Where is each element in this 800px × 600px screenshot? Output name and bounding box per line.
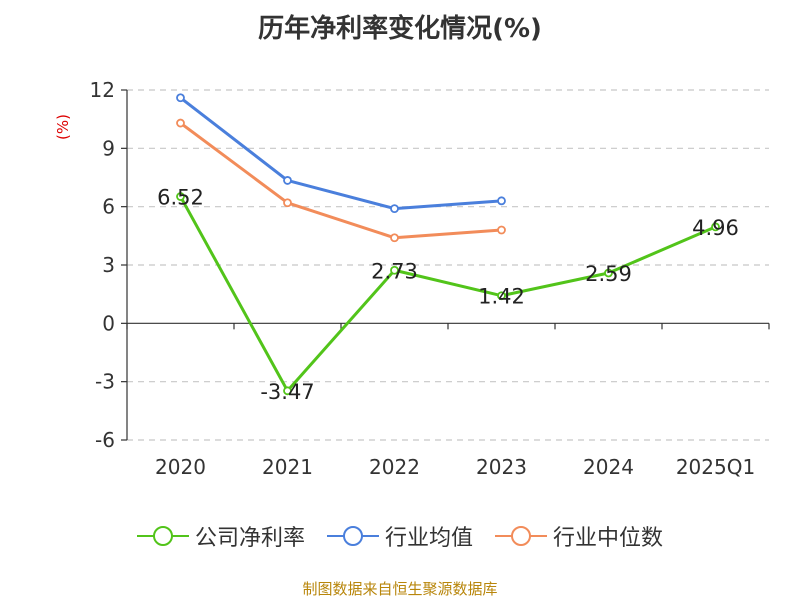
y-tick-label: -6 bbox=[95, 428, 115, 452]
series-line bbox=[179, 195, 717, 393]
y-tick-label: -3 bbox=[95, 370, 115, 394]
data-point bbox=[711, 222, 720, 232]
legend-label: 行业中位数 bbox=[553, 526, 664, 551]
legend-marker-icon bbox=[326, 526, 379, 546]
data-point bbox=[497, 225, 506, 235]
y-tick-label: 3 bbox=[102, 253, 115, 277]
data-point bbox=[604, 268, 613, 278]
data-point bbox=[176, 118, 185, 128]
data-point bbox=[497, 291, 506, 301]
x-tick-label: 2024 bbox=[583, 455, 634, 479]
x-tick-label: 2021 bbox=[262, 455, 313, 479]
data-label: 2.73 bbox=[371, 259, 418, 283]
data-point bbox=[283, 386, 292, 396]
x-tick-label: 2023 bbox=[476, 455, 527, 479]
data-point bbox=[283, 176, 292, 185]
legend: 公司净利率 行业均值 行业中位数 bbox=[0, 520, 800, 552]
y-tick-label: 9 bbox=[102, 136, 115, 160]
data-point bbox=[390, 233, 399, 243]
data-point bbox=[390, 265, 399, 275]
data-point bbox=[497, 196, 506, 206]
x-tick-label: 2025Q1 bbox=[676, 455, 755, 479]
data-label: 4.96 bbox=[692, 216, 739, 240]
data-point bbox=[176, 192, 185, 201]
legend-marker-icon bbox=[495, 526, 547, 546]
legend-label: 行业均值 bbox=[384, 526, 473, 551]
x-tick-label: 2020 bbox=[155, 455, 206, 479]
source-note: 制图数据来自恒生聚源数据库 bbox=[302, 580, 498, 598]
series-line bbox=[179, 121, 502, 240]
legend-marker-icon bbox=[136, 526, 189, 546]
x-tick-label: 2022 bbox=[369, 455, 420, 479]
legend-label: 公司净利率 bbox=[194, 526, 305, 551]
chart-title: 历年净利率变化情况(%) bbox=[258, 14, 542, 44]
data-label: -3.47 bbox=[260, 380, 314, 404]
data-point bbox=[390, 204, 399, 214]
data-label: 6.52 bbox=[157, 186, 204, 210]
legend-item[interactable]: 公司净利率 bbox=[136, 520, 305, 552]
legend-item[interactable]: 行业中位数 bbox=[495, 520, 663, 552]
data-label: 1.42 bbox=[478, 285, 525, 309]
y-tick-label: 6 bbox=[102, 195, 115, 219]
data-point bbox=[176, 93, 185, 103]
y-tick-label: 0 bbox=[102, 311, 115, 335]
data-point bbox=[283, 198, 292, 208]
y-tick-label: 12 bbox=[90, 78, 115, 102]
y-axis-label: (%) bbox=[54, 114, 72, 140]
series-line bbox=[179, 96, 502, 211]
legend-item[interactable]: 行业均值 bbox=[326, 520, 473, 552]
data-label: 2.59 bbox=[585, 262, 632, 286]
